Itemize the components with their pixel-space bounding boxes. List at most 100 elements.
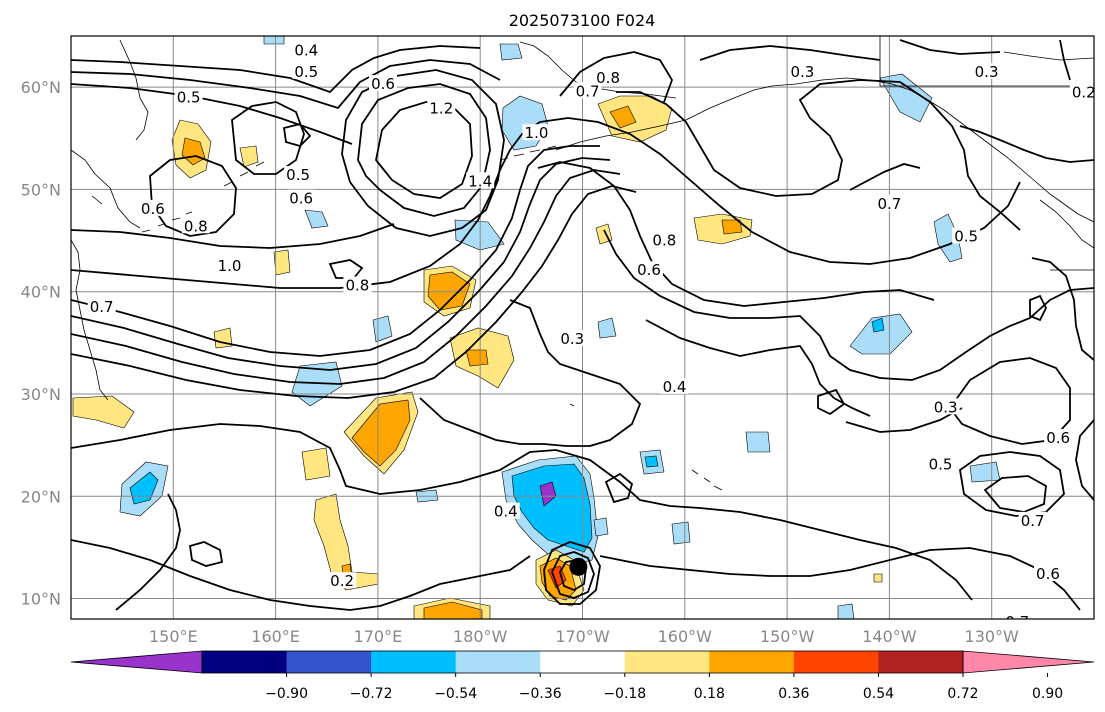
contour-label: 0.4 [294, 41, 318, 59]
negative-anomaly-area [837, 603, 855, 619]
negative-anomaly-area [499, 43, 523, 61]
colorbar: −0.90 −0.72 −0.54 −0.36 −0.18 0.18 0.36 0.54 0.7… [70, 650, 1095, 702]
contour-label-background [660, 377, 689, 394]
contour-line [983, 475, 1047, 513]
contour-label: 0.6 [371, 75, 395, 93]
contour-label-background [215, 257, 244, 274]
colorbar-segment [540, 651, 626, 673]
contour-line [71, 169, 621, 385]
contour-label-background [427, 99, 456, 116]
positive-anomaly-area [301, 447, 331, 481]
latitude-tick-label: 30°N [21, 385, 61, 404]
hawaiian-islands [569, 403, 723, 491]
colorbar-tick-label: 0.18 [694, 686, 725, 702]
contour-line [559, 51, 673, 103]
contour-label-background [87, 298, 116, 315]
contour-label: 0.3 [975, 63, 999, 81]
contour-line [231, 101, 305, 175]
contour-label: 0.2 [330, 572, 354, 590]
positive-anomaly-area [423, 601, 483, 619]
canada-coastline [879, 36, 1094, 271]
contour-label-background [926, 455, 955, 472]
contour-label-background [466, 172, 495, 189]
contour-label: 0.5 [177, 88, 201, 106]
contour-label-background [558, 329, 587, 346]
contour-label-background [343, 276, 372, 293]
contour-line [537, 161, 935, 307]
contour-label: 1.2 [429, 100, 453, 118]
contour-line [357, 83, 491, 217]
positive-anomaly-area [721, 219, 743, 235]
longitude-tick-labels: 150°E 160°E 170°E 180°W 170°W 160°W 150°W 140°W… [149, 627, 1019, 646]
colorbar-tick-label: 0.36 [778, 686, 809, 702]
contour-line [559, 559, 587, 592]
positive-anomaly-area [873, 573, 883, 583]
contour-line [1059, 39, 1071, 81]
contour-label-background [569, 700, 597, 712]
latitude-tick-label: 40°N [21, 283, 61, 302]
contour-line [845, 407, 963, 433]
contour-label: 1.4 [468, 172, 492, 190]
contour-label: 0.4 [663, 378, 687, 396]
latitude-tick-label: 50°N [21, 180, 61, 199]
contour-line [959, 451, 1065, 517]
latitude-tick-label: 20°N [21, 487, 61, 506]
contour-label-background [328, 572, 357, 589]
contour-label-background [287, 189, 316, 206]
contour-label-background [292, 62, 321, 79]
contour-line [149, 155, 237, 237]
colorbar-segment [455, 651, 541, 673]
colorbar-segment [878, 651, 964, 673]
contour-labels: 0.4 0.5 0.5 0.6 1.2 0.7 0.8 0.3 0.3 0.2 1.0 1.4 0.6 0… [87, 41, 1096, 712]
contour-label: 1.0 [525, 124, 549, 142]
negative-anomaly-area [304, 209, 329, 229]
contour-line [282, 122, 312, 148]
contour-label: 0.2 [1072, 83, 1096, 101]
positive-anomaly-area [273, 249, 291, 276]
colorbar-segment [202, 651, 288, 673]
colorbar-tick-label: −0.36 [519, 686, 562, 702]
contour-label: 0.7 [877, 195, 901, 213]
contour-label: 0.5 [286, 166, 310, 184]
map-frame [70, 35, 1095, 620]
contour-line [71, 83, 353, 145]
longitude-tick-label: 160°E [251, 627, 300, 646]
storm-center-marker [569, 557, 588, 576]
colorbar-segment [371, 651, 457, 673]
contour-label-background [292, 41, 321, 58]
latitude-tick-label: 60°N [21, 78, 61, 97]
contour-label: 0.3 [934, 398, 958, 416]
contour-label-background [573, 82, 602, 99]
negative-anomaly-area [511, 463, 593, 553]
contour-label-background [634, 261, 663, 278]
colorbar-tick-label: −0.18 [603, 686, 646, 702]
contour-line [328, 259, 364, 279]
contour-line [604, 472, 634, 504]
contour-label-background [931, 398, 960, 415]
contour-line [1031, 257, 1094, 361]
contour-lines [71, 39, 1094, 611]
negative-anomaly-area [593, 517, 609, 537]
contour-line [551, 551, 595, 599]
contour-label-background [174, 88, 203, 105]
longitude-tick-label: 130°W [965, 627, 1020, 646]
colorbar-tick-label: 0.72 [947, 686, 978, 702]
negative-anomaly-area [597, 317, 617, 339]
contour-line [71, 45, 481, 94]
contour-label-background [491, 502, 520, 519]
contour-label: 0.6 [1036, 565, 1060, 583]
negative-anomaly-area [871, 317, 885, 333]
contour-label: 0.4 [571, 700, 595, 712]
contour-label-background [788, 62, 817, 79]
contour-label-background [594, 68, 623, 85]
contour-label-background [875, 194, 904, 211]
contour-line [616, 79, 1021, 231]
longitude-tick-label: 180°W [453, 627, 508, 646]
contour-label: 0.8 [184, 217, 208, 235]
kuril-islands [141, 211, 193, 233]
contour-line [959, 125, 1094, 163]
contour-line [71, 157, 611, 371]
negative-anomaly-area [745, 431, 771, 453]
contour-line [188, 541, 224, 567]
contour-line [899, 39, 1001, 55]
